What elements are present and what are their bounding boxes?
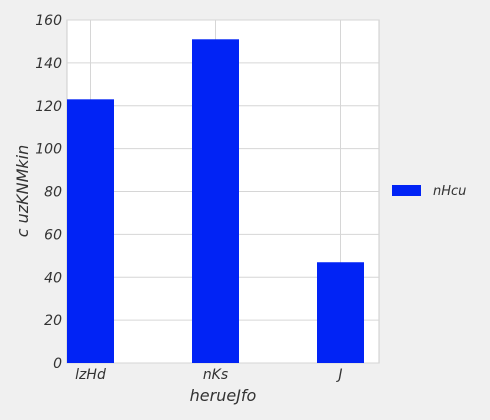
y-tick-label: 20 bbox=[44, 313, 62, 329]
y-tick-label: 80 bbox=[44, 185, 62, 201]
x-tick-label: J bbox=[335, 367, 342, 383]
y-tick-labels: 0 20 40 60 80 100 120 140 160 bbox=[35, 13, 62, 372]
bar-J bbox=[317, 262, 364, 363]
bar-lzHd bbox=[67, 99, 114, 363]
y-axis-label: c uzKNMkin bbox=[13, 145, 32, 238]
y-tick-label: 0 bbox=[53, 356, 62, 372]
x-tick-labels: lzHd nKs J bbox=[75, 367, 342, 383]
bar-nKs bbox=[192, 39, 239, 363]
x-axis-label: herueJfo bbox=[190, 386, 257, 405]
x-tick-label: nKs bbox=[203, 367, 228, 383]
y-tick-label: 40 bbox=[44, 270, 62, 286]
y-tick-label: 100 bbox=[35, 142, 62, 158]
y-tick-label: 140 bbox=[35, 56, 62, 72]
bars bbox=[67, 39, 364, 363]
legend: nHcu bbox=[392, 184, 466, 199]
legend-label: nHcu bbox=[433, 184, 466, 199]
y-tick-label: 160 bbox=[35, 13, 62, 29]
y-tick-label: 120 bbox=[35, 99, 62, 115]
legend-swatch bbox=[392, 185, 421, 196]
x-tick-label: lzHd bbox=[75, 367, 106, 383]
y-tick-label: 60 bbox=[44, 227, 62, 243]
